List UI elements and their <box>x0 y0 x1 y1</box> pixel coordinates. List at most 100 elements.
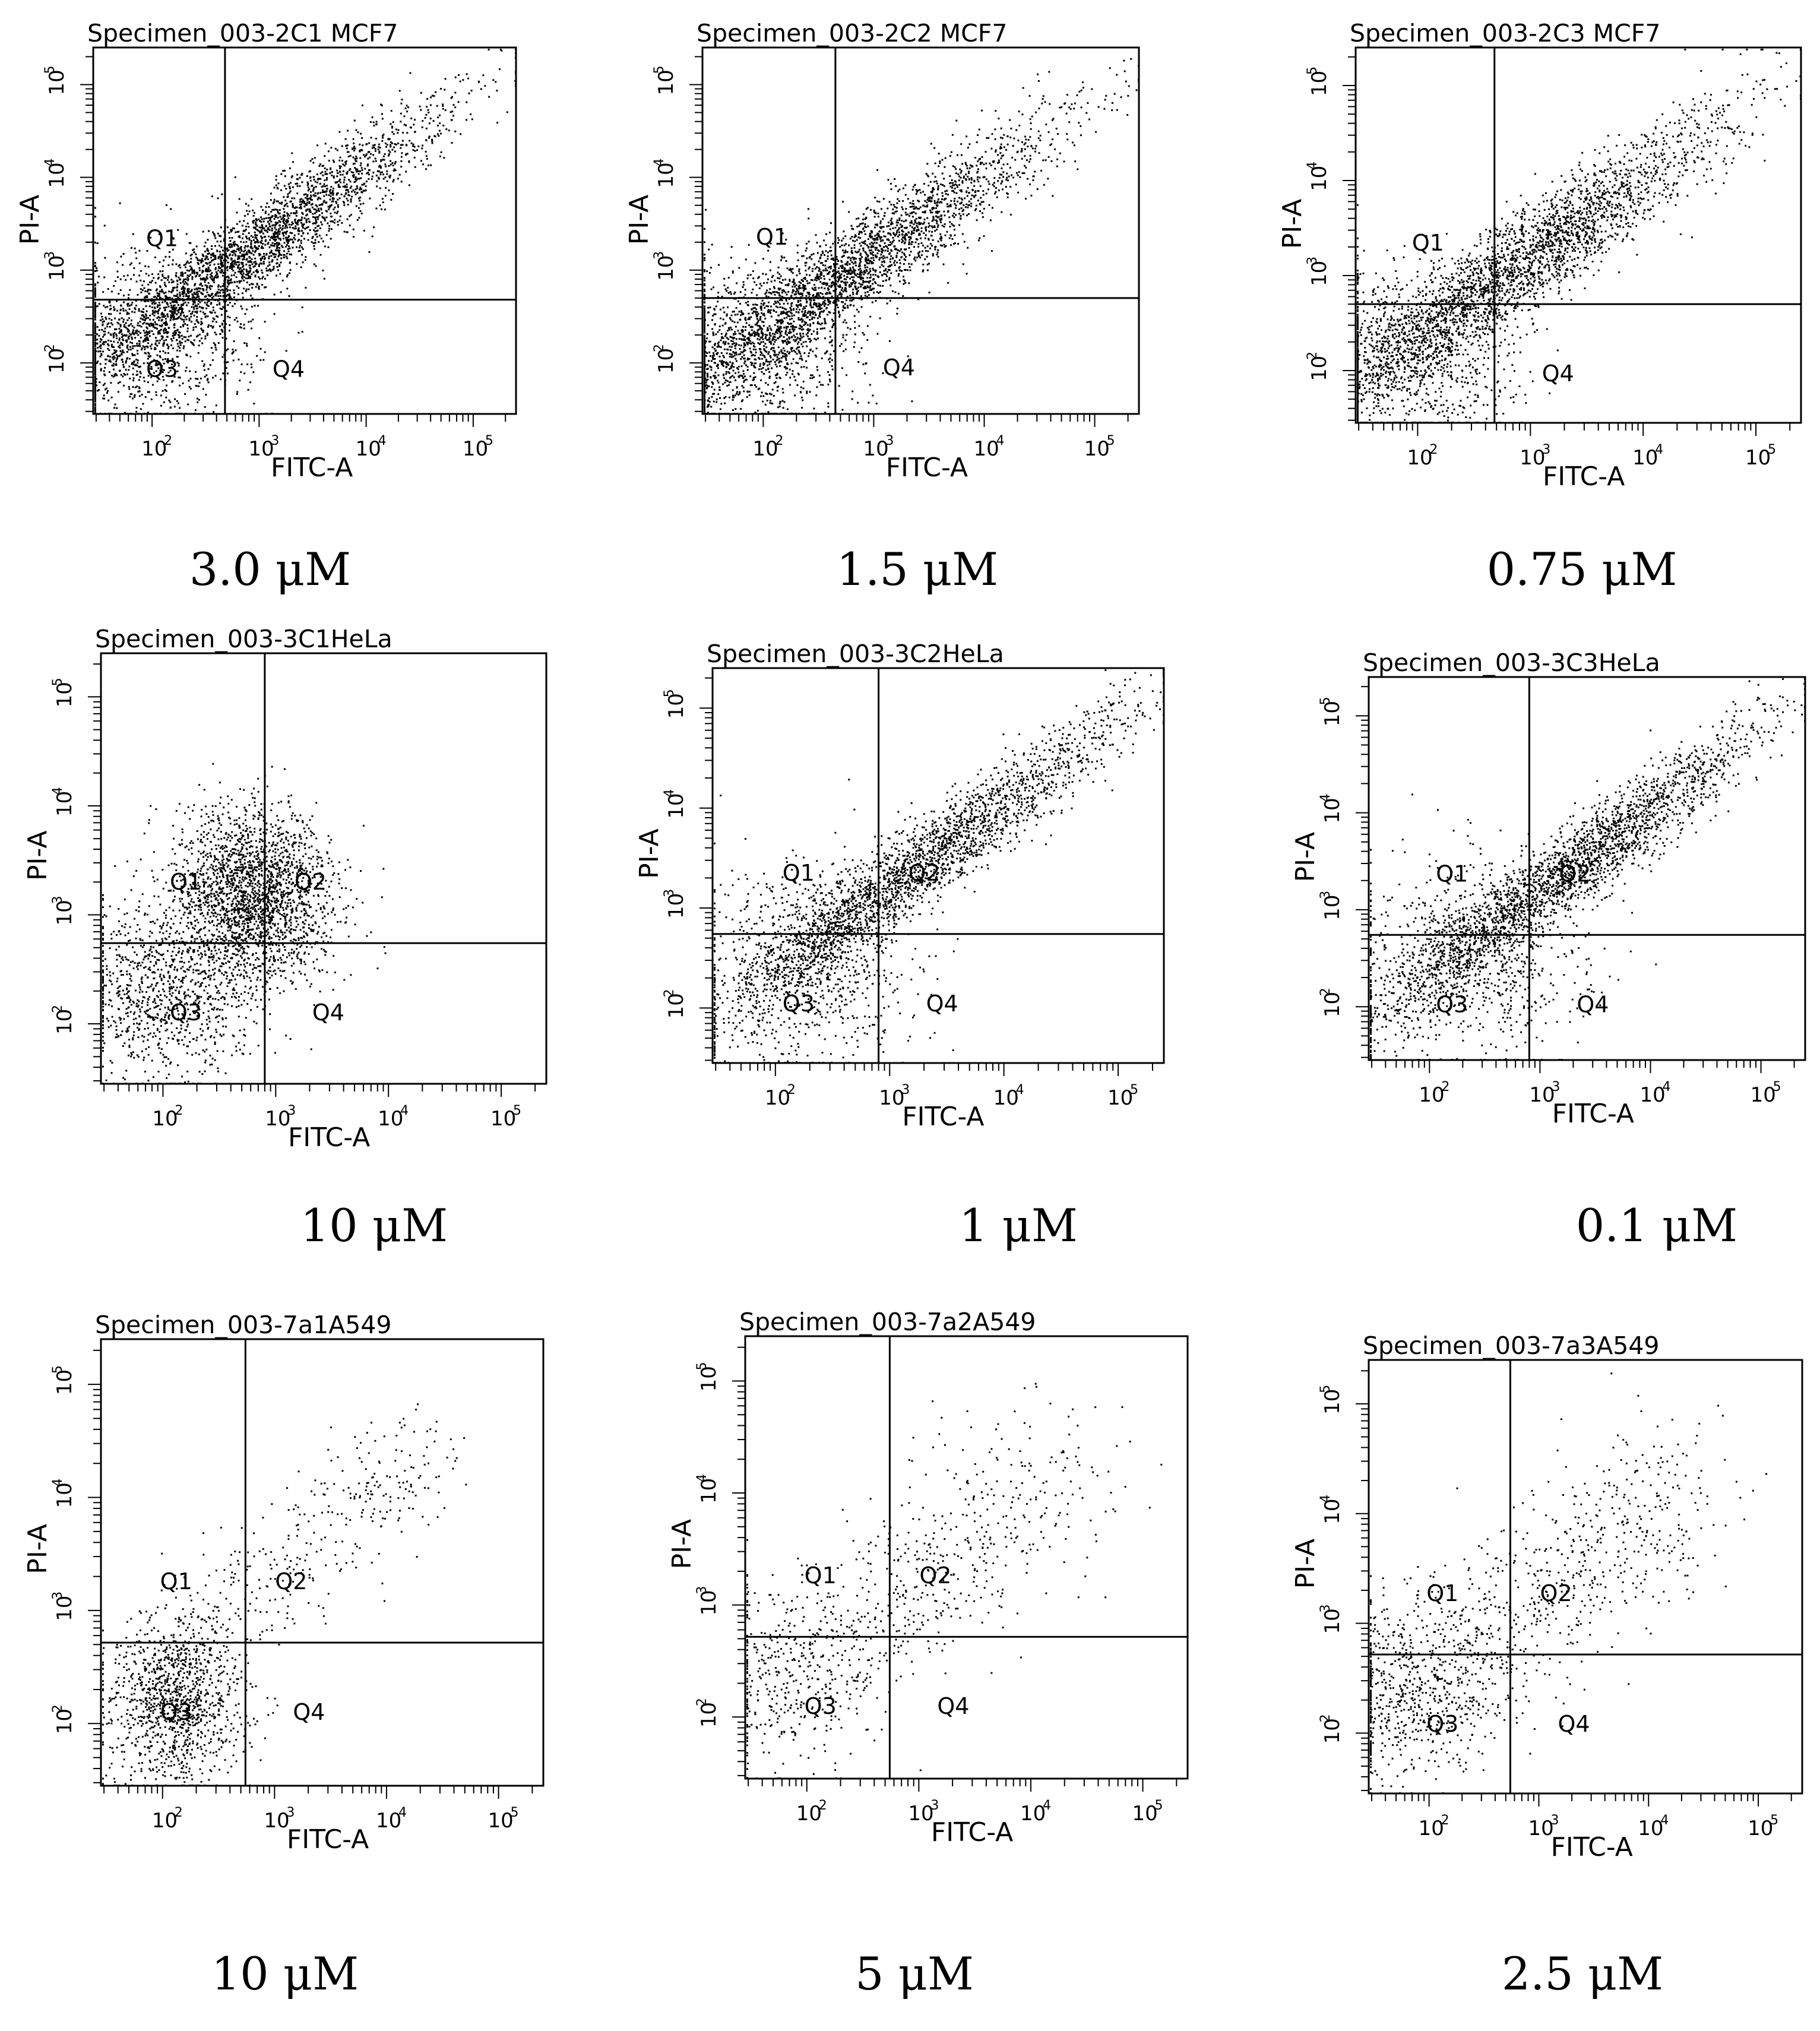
event-dot <box>704 269 705 271</box>
event-dot <box>270 270 272 273</box>
event-dot <box>350 214 352 216</box>
event-dot <box>170 279 173 281</box>
event-dot <box>796 287 798 290</box>
event-dot <box>94 379 96 381</box>
event-dot <box>869 284 872 287</box>
y-tick-exponent: 2 <box>43 344 58 352</box>
event-dot <box>932 253 934 255</box>
event-dot <box>302 213 304 215</box>
event-dot <box>733 321 736 323</box>
event-dot <box>250 363 252 365</box>
event-dot <box>761 312 763 314</box>
event-dot <box>935 207 937 209</box>
event-dot <box>707 378 709 381</box>
event-dot <box>943 243 945 246</box>
event-dot <box>233 249 235 252</box>
event-dot <box>152 319 154 321</box>
event-dot <box>318 197 320 199</box>
event-dot <box>332 197 334 199</box>
event-dot <box>208 230 210 232</box>
event-dot <box>182 302 185 305</box>
event-dot <box>261 224 263 227</box>
event-dot <box>188 319 191 321</box>
event-dot <box>767 296 770 298</box>
event-dot <box>786 334 788 336</box>
event-dot <box>191 312 193 315</box>
event-dot <box>166 322 167 324</box>
event-dot <box>438 129 441 132</box>
event-dot <box>946 189 948 192</box>
event-dot <box>862 332 864 334</box>
event-dot <box>158 295 160 297</box>
event-dot <box>174 300 176 302</box>
event-dot <box>115 328 118 330</box>
event-dot <box>954 203 956 205</box>
event-dot <box>94 368 96 371</box>
event-dot <box>252 283 254 286</box>
event-dot <box>359 203 362 205</box>
event-dot <box>243 276 245 279</box>
event-dot <box>335 194 338 196</box>
event-dot <box>207 258 209 260</box>
event-dot <box>347 144 349 147</box>
event-dot <box>414 166 416 168</box>
event-dot <box>183 318 185 321</box>
event-dot <box>730 356 733 358</box>
event-dot <box>922 264 925 265</box>
event-dot <box>211 297 213 299</box>
event-dot <box>122 360 124 363</box>
event-dot <box>384 153 386 155</box>
event-dot <box>838 316 841 318</box>
event-dot <box>106 392 108 394</box>
event-dot <box>126 344 129 347</box>
event-dot <box>115 333 118 336</box>
event-dot <box>277 255 280 258</box>
event-dot <box>222 292 224 294</box>
event-dot <box>154 347 156 349</box>
event-dot <box>458 74 460 76</box>
event-dot <box>726 385 729 387</box>
event-dot <box>400 102 403 105</box>
event-dot <box>919 189 921 191</box>
event-dot <box>227 249 230 251</box>
y-axis-label: PI-A <box>15 195 45 245</box>
event-dot <box>806 392 808 394</box>
event-dot <box>94 304 96 306</box>
event-dot <box>236 320 239 322</box>
event-dot <box>725 333 727 334</box>
event-dot <box>808 257 811 259</box>
event-dot <box>727 371 730 374</box>
event-dot <box>801 407 803 409</box>
event-dot <box>792 330 795 333</box>
event-dot <box>955 119 958 122</box>
event-dot <box>789 368 791 371</box>
event-dot <box>239 273 242 274</box>
event-dot <box>751 341 754 344</box>
event-dot <box>245 235 247 238</box>
event-dot <box>368 169 370 171</box>
event-dot <box>193 314 195 317</box>
event-dot <box>400 160 403 162</box>
event-dot <box>313 176 315 178</box>
event-dot <box>196 305 198 307</box>
event-dot <box>194 311 197 313</box>
event-dot <box>765 346 768 349</box>
event-dot <box>113 332 116 334</box>
event-dot <box>232 352 234 354</box>
event-dot <box>163 322 165 324</box>
event-dot <box>214 237 217 239</box>
event-dot <box>734 352 736 355</box>
event-dot <box>277 230 280 232</box>
event-dot <box>395 128 397 131</box>
event-dot <box>305 214 308 217</box>
event-dot <box>274 249 277 252</box>
event-dot <box>116 270 119 273</box>
event-dot <box>779 333 781 335</box>
event-dot <box>167 297 169 299</box>
event-dot <box>184 272 186 274</box>
event-dot <box>805 298 808 300</box>
event-dot <box>838 279 840 281</box>
event-dot <box>963 177 965 179</box>
event-dot <box>102 324 104 327</box>
event-dot <box>875 269 877 271</box>
